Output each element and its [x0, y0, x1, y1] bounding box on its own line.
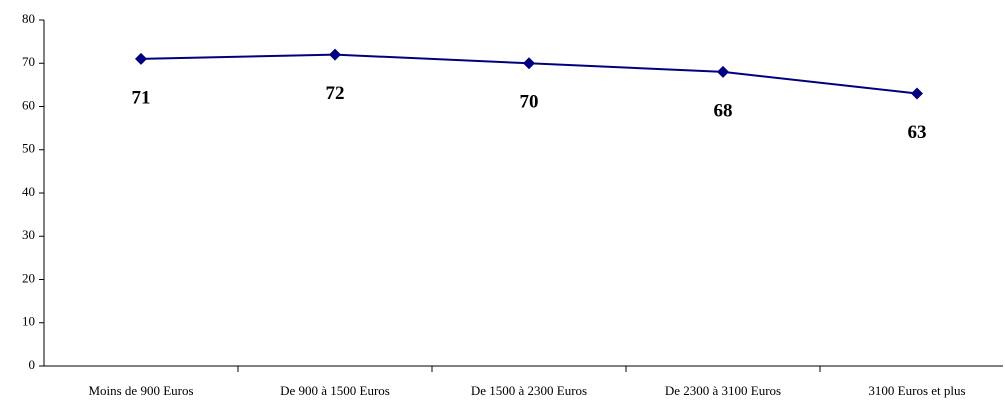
point-marker	[523, 57, 535, 70]
x-tick-label: De 1500 à 2300 Euros	[471, 383, 587, 398]
y-tick-label: 40	[22, 184, 35, 199]
data-label: 68	[714, 100, 733, 121]
x-tick-label: 3100 Euros et plus	[868, 383, 965, 398]
point-marker	[717, 65, 729, 78]
point-marker	[911, 87, 923, 100]
y-tick-label: 20	[22, 270, 35, 285]
point-marker	[135, 52, 147, 65]
x-tick-label: De 900 à 1500 Euros	[280, 383, 390, 398]
y-tick-label: 80	[22, 11, 35, 26]
data-label: 72	[326, 83, 345, 104]
point-marker	[329, 48, 341, 61]
y-tick-label: 30	[22, 227, 35, 242]
y-tick-label: 50	[22, 141, 35, 156]
data-label: 63	[908, 122, 927, 143]
x-tick-label: Moins de 900 Euros	[88, 383, 193, 398]
y-tick-label: 60	[22, 97, 35, 112]
data-label: 71	[132, 87, 151, 108]
y-tick-label: 10	[22, 314, 35, 329]
y-tick-label: 0	[29, 357, 36, 372]
y-tick-label: 70	[22, 54, 35, 69]
x-tick-label: De 2300 à 3100 Euros	[665, 383, 781, 398]
data-label: 70	[520, 92, 539, 113]
